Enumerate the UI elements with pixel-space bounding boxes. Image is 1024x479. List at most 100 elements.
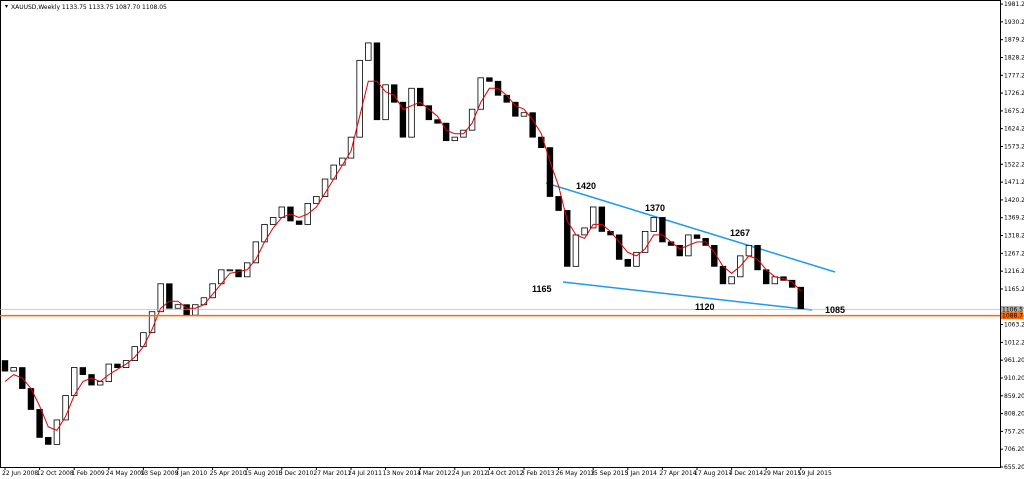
candle [590, 206, 597, 229]
candle [200, 297, 208, 306]
y-tick-label: 1369.20 [1004, 215, 1024, 222]
candle [425, 105, 433, 121]
candle [719, 265, 727, 285]
y-tick-label: 1573.20 [1004, 144, 1024, 151]
y-tick-label: 1471.20 [1004, 179, 1024, 186]
y-tick-label: 706.20 [1004, 446, 1024, 453]
candle [615, 234, 623, 260]
y-tick-label: 1879.20 [1004, 37, 1024, 44]
x-tick-label: 15 Aug 2010 [244, 470, 283, 477]
candle [745, 244, 753, 257]
x-tick-label: 27 Mar 2011 [313, 470, 351, 477]
candle [486, 77, 493, 82]
header: XAUUSD,Weekly 1133.75 1133.75 1087.70 11… [11, 4, 167, 11]
x-tick-label: 24 May 2009 [106, 470, 145, 477]
y-tick-label: 1522.20 [1004, 161, 1024, 168]
x-tick-label: 4 Mar 2012 [417, 470, 451, 477]
moving-average [4, 80, 802, 432]
series-layer [1, 42, 804, 445]
candle [529, 112, 536, 138]
y-tick-label: 1624.20 [1004, 126, 1024, 133]
candle [295, 220, 303, 225]
x-tick-label: 12 Oct 2008 [37, 470, 74, 477]
y-tick-label: 655.20 [1004, 464, 1024, 471]
y-tick-label: 1216.20 [1004, 268, 1024, 275]
x-tick-label: 29 Mar 2015 [763, 470, 801, 477]
y-tick-label: 1267.20 [1004, 250, 1024, 257]
y-tick-label: 961.20 [1004, 357, 1024, 364]
candle [399, 101, 407, 138]
y-tick-label: 1318.20 [1004, 233, 1024, 240]
trendline-upper [545, 182, 836, 273]
candle [330, 164, 337, 180]
candle [174, 304, 182, 309]
candle [546, 147, 554, 197]
x-tick-label: 1 Feb 2009 [71, 470, 105, 477]
x-tick-label: 3 Jan 2010 [175, 470, 207, 477]
annotation: 1165 [532, 284, 552, 294]
candle [365, 42, 372, 61]
candle [624, 258, 631, 267]
trendline-lower [562, 281, 813, 311]
candle [71, 367, 78, 396]
x-tick-label: 27 Apr 2014 [659, 470, 696, 477]
candle [598, 206, 606, 232]
price-label-bg [1001, 305, 1023, 313]
candle [711, 244, 718, 267]
y-tick-label: 1012.20 [1004, 339, 1024, 346]
price-label: 1088.74 [1002, 313, 1024, 320]
candle [166, 283, 173, 309]
candle [512, 101, 519, 117]
price-label-bg [1001, 312, 1023, 320]
candle [62, 395, 69, 421]
candle [468, 108, 476, 131]
x-tick-label: 15 Sep 2013 [590, 470, 628, 477]
y-tick-label: 1726.20 [1004, 90, 1024, 97]
candle [442, 122, 450, 142]
y-tick-label: 1981.20 [1004, 1, 1024, 8]
candle [408, 87, 415, 138]
candle [676, 244, 683, 257]
candle [564, 210, 571, 267]
candle [650, 217, 657, 232]
candle [235, 269, 242, 278]
candle [192, 304, 199, 316]
x-tick-label: 14 Oct 2012 [486, 470, 523, 477]
candle [754, 244, 761, 271]
y-tick-label: 1777.20 [1004, 72, 1024, 79]
candle [140, 332, 147, 348]
y-tick-label: 1675.20 [1004, 108, 1024, 115]
candle [356, 59, 363, 138]
candle [728, 276, 735, 285]
candle [157, 283, 164, 313]
x-tick-label: 7 Dec 2014 [729, 470, 764, 477]
y-tick-label: 808.20 [1004, 411, 1024, 418]
candle [10, 367, 17, 372]
y-tick-label: 1165.20 [1004, 286, 1024, 293]
candle [96, 381, 104, 386]
annotation: 1120 [695, 302, 715, 312]
x-tick-label: 25 Apr 2010 [210, 470, 247, 477]
price-label: 1106.55 [1002, 306, 1024, 313]
candle [391, 84, 398, 103]
candle [36, 409, 43, 438]
candle [1, 360, 9, 372]
candle [797, 286, 804, 310]
x-tick-label: 19 Jul 2015 [798, 470, 832, 477]
x-tick-label: 17 Aug 2014 [694, 470, 733, 477]
candle [520, 112, 528, 117]
candle [278, 206, 285, 218]
annotation: 1370 [645, 203, 665, 213]
candle [693, 234, 701, 239]
candle [382, 84, 389, 121]
candle [313, 196, 320, 204]
annotation: 1267 [730, 228, 750, 238]
candle [659, 217, 666, 243]
x-tick-label: 24 Jun 2012 [452, 470, 488, 477]
candle [269, 217, 277, 225]
annotation: 1420 [576, 181, 596, 191]
x-tick-label: 5 Dec 2010 [279, 470, 314, 477]
x-tick-label: 26 May 2013 [556, 470, 595, 477]
y-tick-label: 1930.20 [1004, 19, 1024, 26]
